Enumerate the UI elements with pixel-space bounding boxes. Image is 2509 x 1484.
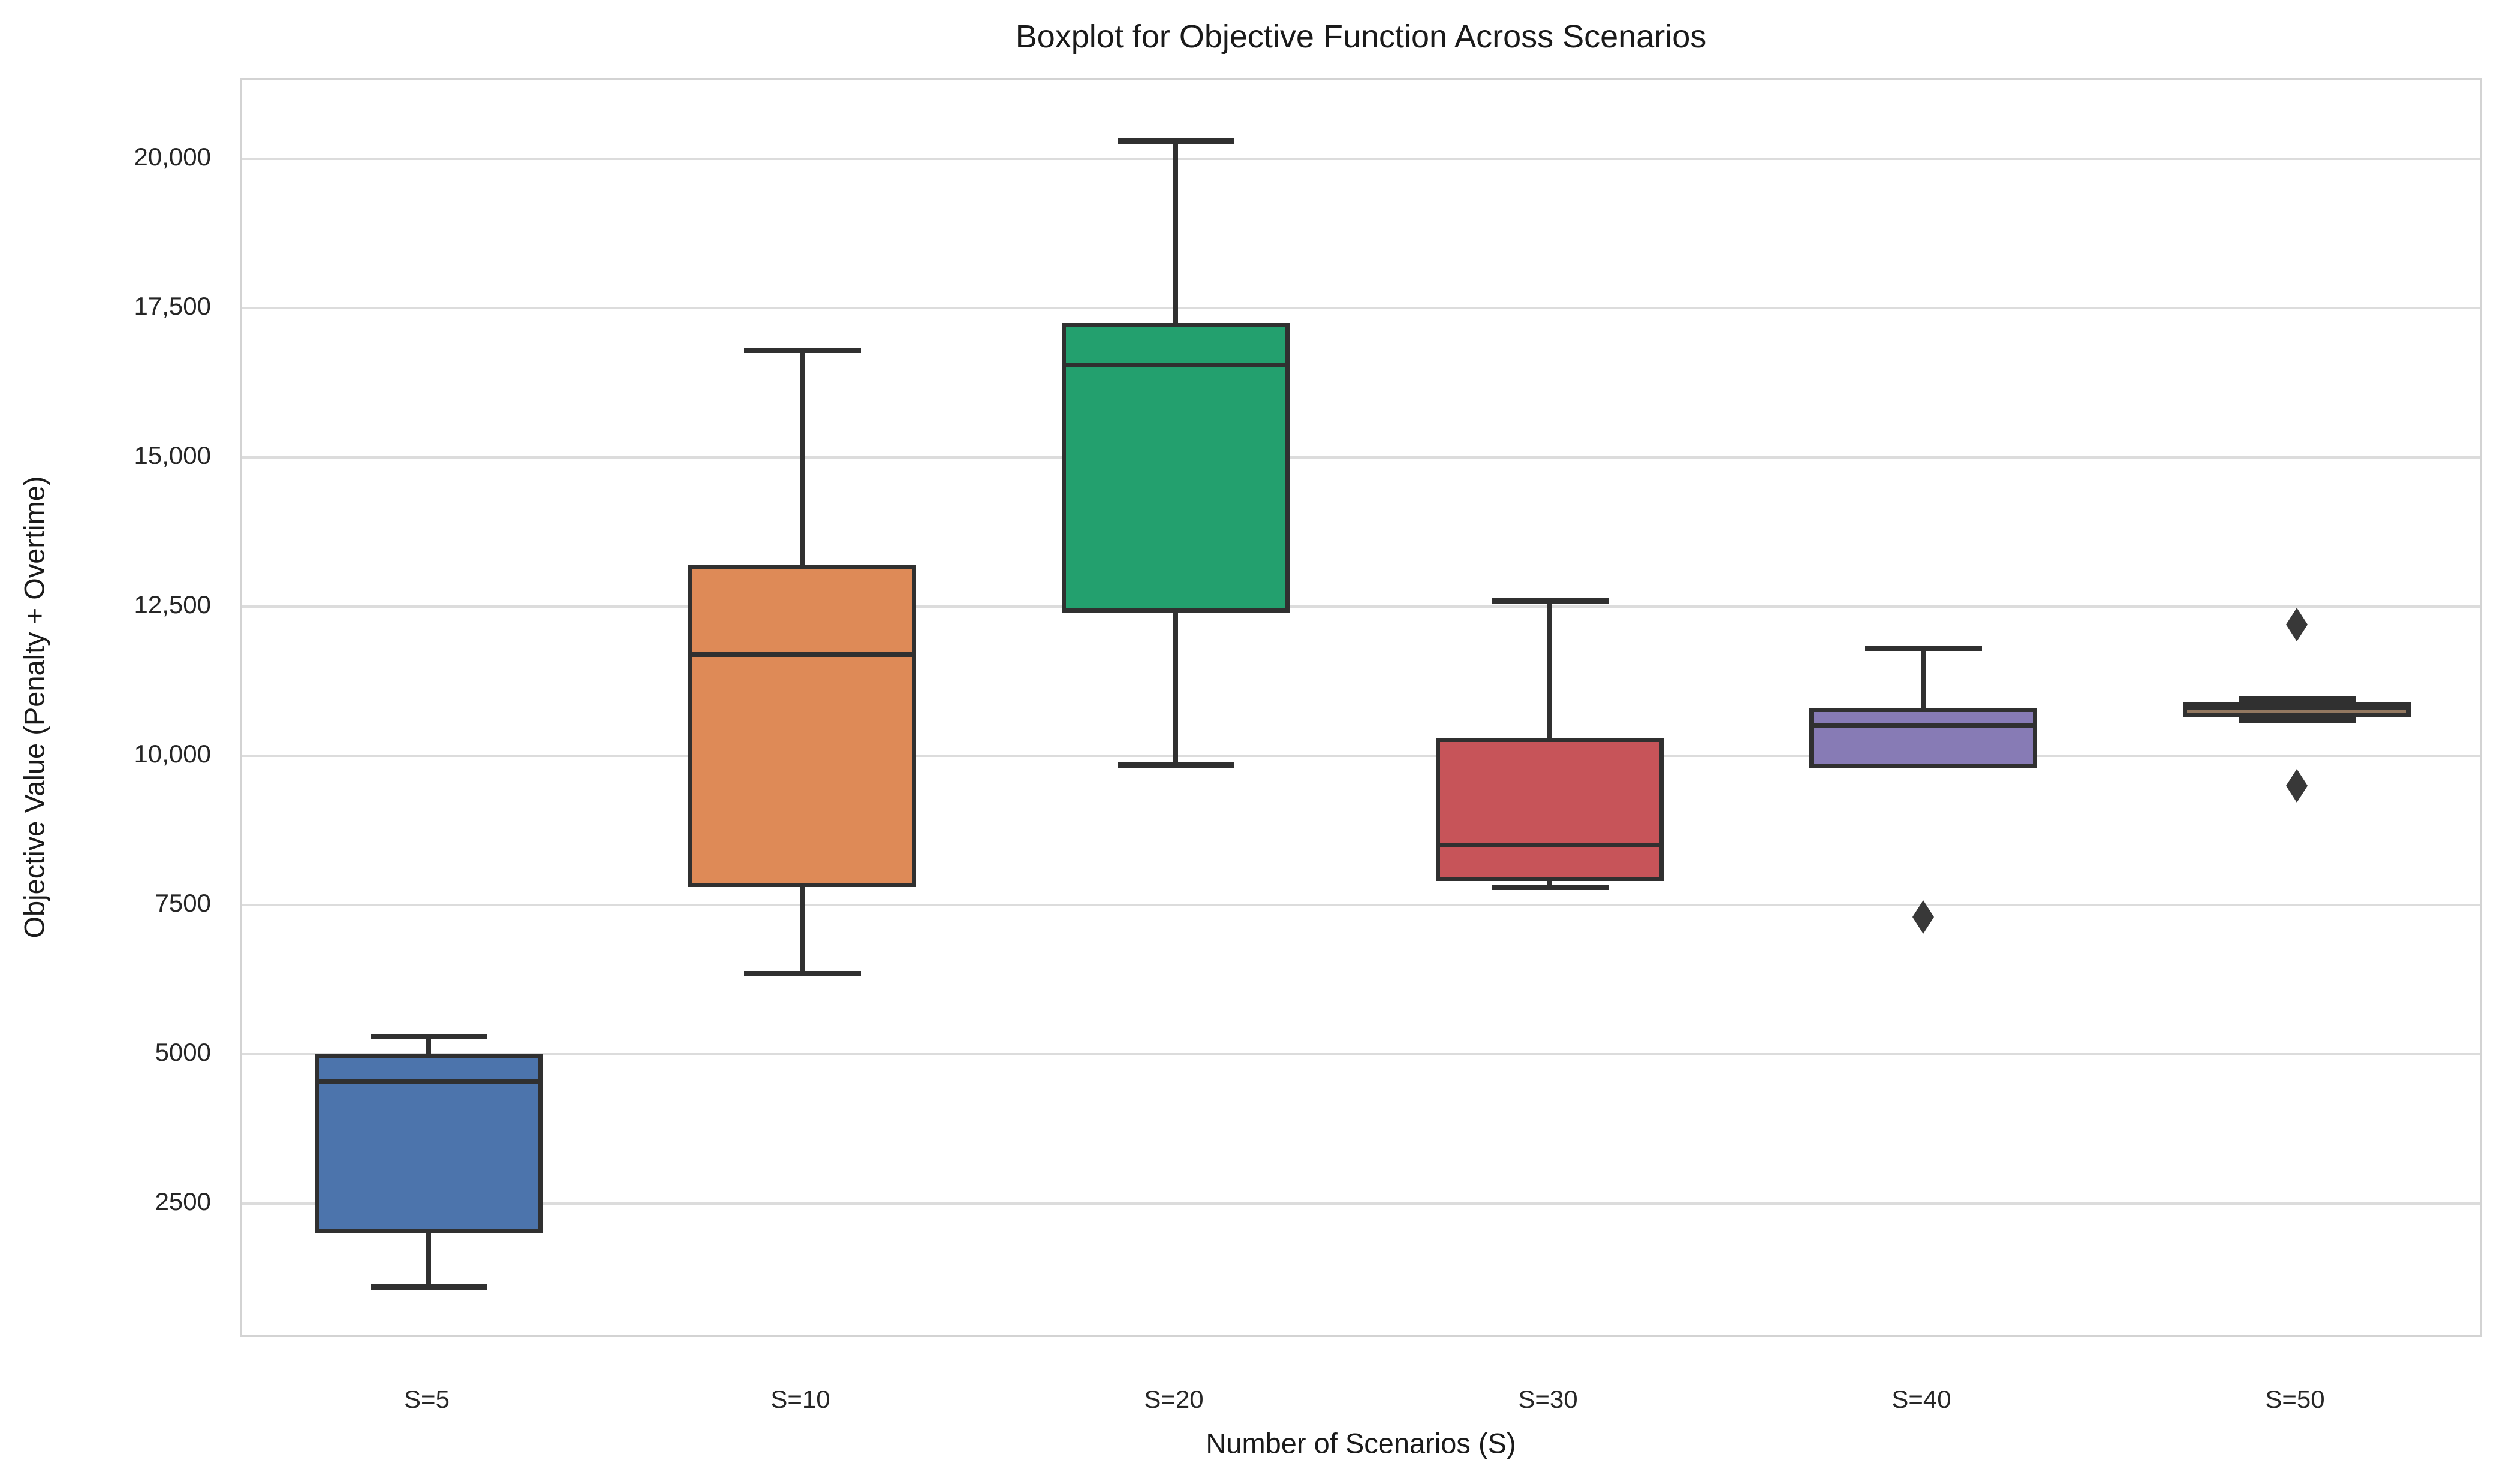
box-S=5: [315, 1054, 543, 1233]
median-S=20: [1066, 363, 1285, 367]
chart-title: Boxplot for Objective Function Across Sc…: [1015, 19, 1707, 55]
gridline-7500: [242, 904, 2480, 906]
outlier-S=50-0: [2286, 608, 2308, 641]
y-axis-label: Objective Value (Penalty + Overtime): [18, 476, 50, 939]
xtick-label-S=50: S=50: [2265, 1385, 2325, 1413]
ytick-label-12500: 12,500: [134, 590, 211, 619]
whisker-lower-S=10: [800, 887, 805, 973]
box-S=20: [1062, 323, 1290, 613]
whisker-upper-S=5: [426, 1036, 431, 1054]
whisker-cap-upper-S=5: [370, 1034, 487, 1039]
median-S=50: [2187, 705, 2406, 710]
whisker-cap-upper-S=10: [743, 348, 861, 353]
whisker-cap-lower-S=50: [2238, 717, 2356, 723]
gridline-12500: [242, 605, 2480, 608]
xtick-label-S=20: S=20: [1144, 1385, 1204, 1413]
whisker-upper-S=10: [800, 350, 805, 565]
xtick-label-S=10: S=10: [770, 1385, 830, 1413]
whisker-upper-S=40: [1921, 649, 1926, 708]
gridline-17500: [242, 307, 2480, 309]
gridline-2500: [242, 1202, 2480, 1205]
xtick-label-S=5: S=5: [404, 1385, 450, 1413]
ytick-label-20000: 20,000: [134, 143, 211, 171]
x-axis-label: Number of Scenarios (S): [1206, 1427, 1516, 1459]
whisker-cap-lower-S=30: [1491, 885, 1609, 890]
median-S=40: [1814, 723, 2033, 728]
gridline-5000: [242, 1053, 2480, 1055]
gridline-20000: [242, 158, 2480, 160]
whisker-lower-S=30: [1547, 881, 1552, 887]
ytick-label-10000: 10,000: [134, 740, 211, 768]
whisker-lower-S=20: [1173, 613, 1178, 765]
median-S=5: [319, 1079, 538, 1084]
whisker-cap-upper-S=20: [1117, 138, 1234, 144]
plot-area: [240, 78, 2482, 1337]
ytick-label-15000: 15,000: [134, 441, 211, 469]
whisker-upper-S=20: [1173, 141, 1178, 323]
ytick-label-17500: 17,500: [134, 292, 211, 320]
ytick-label-7500: 7500: [155, 889, 211, 917]
whisker-cap-upper-S=40: [1865, 646, 1982, 651]
whisker-cap-lower-S=5: [370, 1284, 487, 1290]
ytick-label-5000: 5000: [155, 1038, 211, 1066]
gridline-15000: [242, 456, 2480, 459]
whisker-cap-lower-S=20: [1117, 762, 1234, 768]
whisker-cap-lower-S=10: [743, 971, 861, 976]
xtick-label-S=40: S=40: [1891, 1385, 1951, 1413]
median-S=30: [1440, 843, 1659, 847]
box-S=30: [1436, 738, 1664, 881]
ytick-label-2500: 2500: [155, 1187, 211, 1215]
whisker-lower-S=5: [426, 1233, 431, 1287]
whisker-cap-upper-S=50: [2238, 696, 2356, 702]
whisker-upper-S=30: [1547, 601, 1552, 738]
whisker-cap-upper-S=30: [1491, 598, 1609, 604]
box-S=10: [688, 565, 916, 887]
outlier-S=50-1: [2286, 769, 2308, 803]
median-S=10: [692, 652, 912, 657]
box-S=40: [1809, 708, 2037, 768]
xtick-label-S=30: S=30: [1518, 1385, 1578, 1413]
gridline-10000: [242, 755, 2480, 757]
